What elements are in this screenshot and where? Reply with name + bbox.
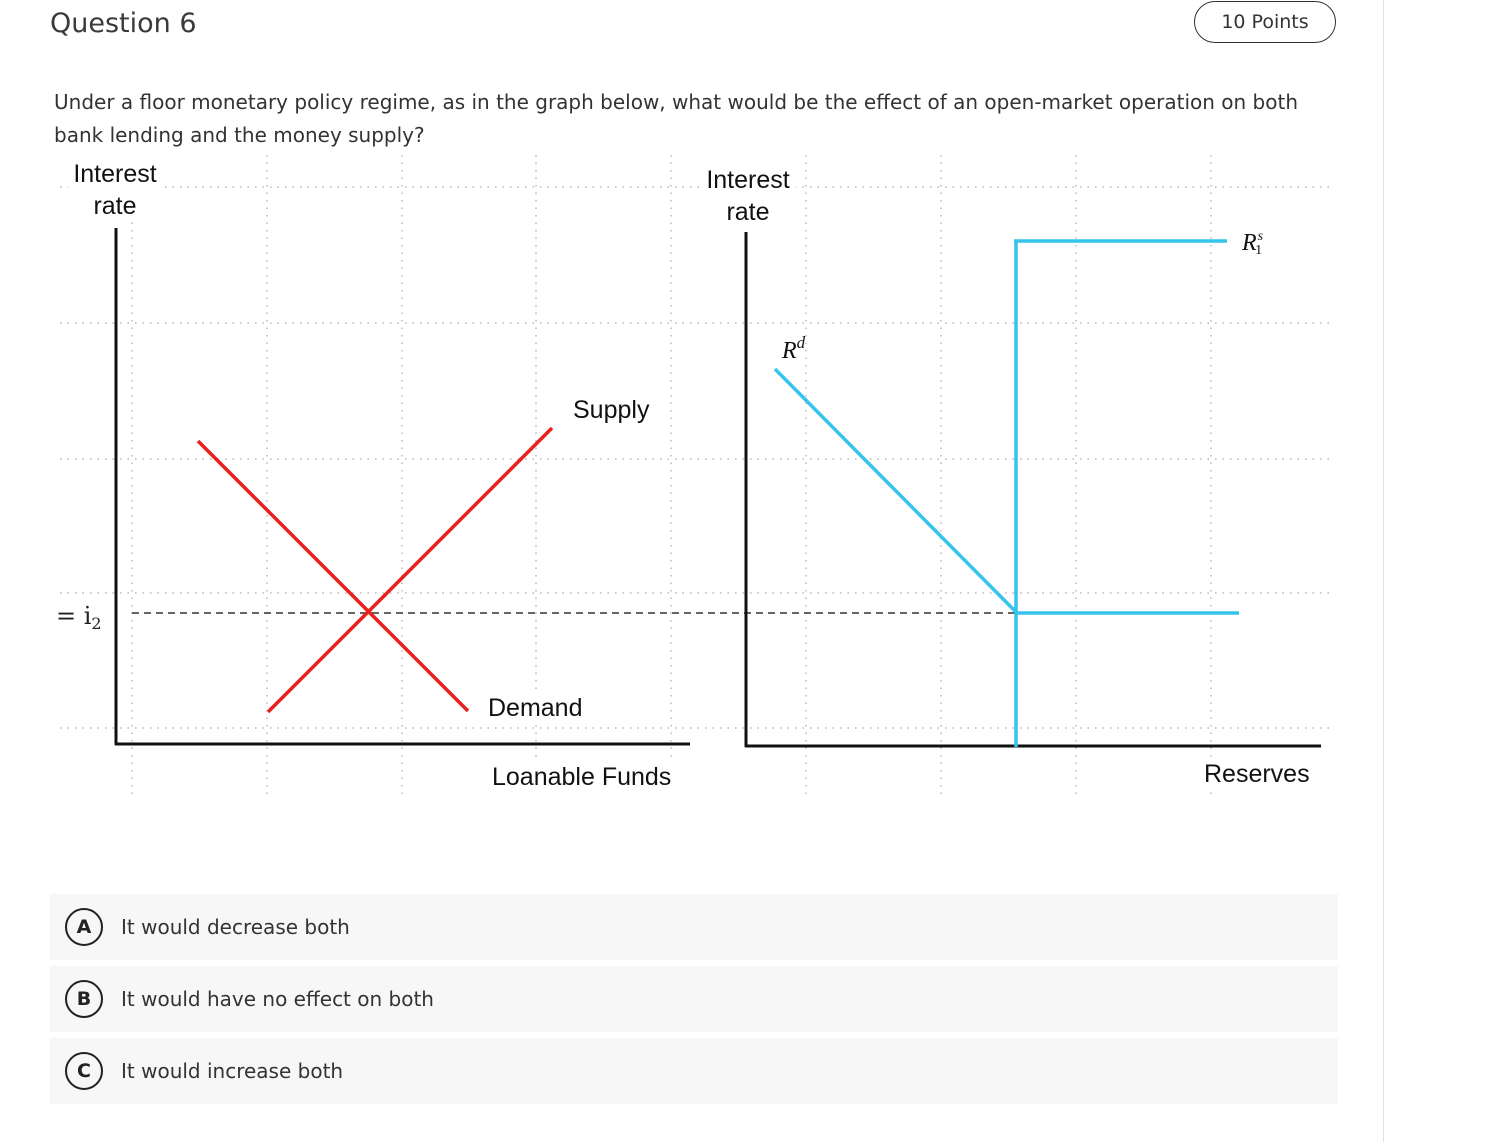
rate-marker-subscript: 2 — [91, 614, 101, 633]
demand-curve — [196, 439, 470, 713]
left-y-label-line2: rate — [93, 192, 136, 220]
answer-options: A It would decrease both B It would have… — [50, 894, 1338, 1110]
supply-curve — [266, 426, 554, 714]
page-right-divider — [1383, 0, 1384, 1142]
option-c[interactable]: C It would increase both — [50, 1038, 1338, 1104]
option-a[interactable]: A It would decrease both — [50, 894, 1338, 960]
points-badge: 10 Points — [1194, 1, 1336, 43]
question-title: Question 6 — [50, 8, 197, 39]
option-c-letter-icon: C — [65, 1052, 103, 1090]
dotted-grid — [60, 155, 1330, 800]
loanable-funds-label: Loanable Funds — [492, 763, 671, 791]
option-b[interactable]: B It would have no effect on both — [50, 966, 1338, 1032]
question-prompt: Under a floor monetary policy regime, as… — [54, 90, 1298, 147]
right-y-label-line2: rate — [726, 198, 769, 226]
supply-label: Supply — [573, 396, 650, 424]
option-b-letter-icon: B — [65, 980, 103, 1018]
reserve-supply-subscript: 1 — [1255, 243, 1262, 258]
option-a-text: It would decrease both — [121, 915, 350, 939]
reserve-supply-label: Rs 1 — [1241, 229, 1264, 258]
floor-regime-graph: Interest rate Supply Demand Loanable Fun… — [50, 155, 1330, 800]
option-a-letter-icon: A — [65, 908, 103, 946]
option-c-text: It would increase both — [121, 1059, 344, 1083]
demand-label: Demand — [488, 694, 583, 722]
reserve-demand-superscript: d — [797, 333, 806, 352]
reserve-demand-curve — [773, 367, 1018, 614]
reserves-label: Reserves — [1204, 760, 1310, 788]
option-b-text: It would have no effect on both — [121, 987, 434, 1011]
right-y-label-line1: Interest — [706, 166, 789, 194]
reserve-supply-superscript: s — [1258, 229, 1264, 244]
left-y-label-line1: Interest — [73, 160, 156, 188]
reserve-demand-label: Rd — [781, 333, 806, 364]
rate-marker-label: = i2 — [56, 602, 102, 633]
